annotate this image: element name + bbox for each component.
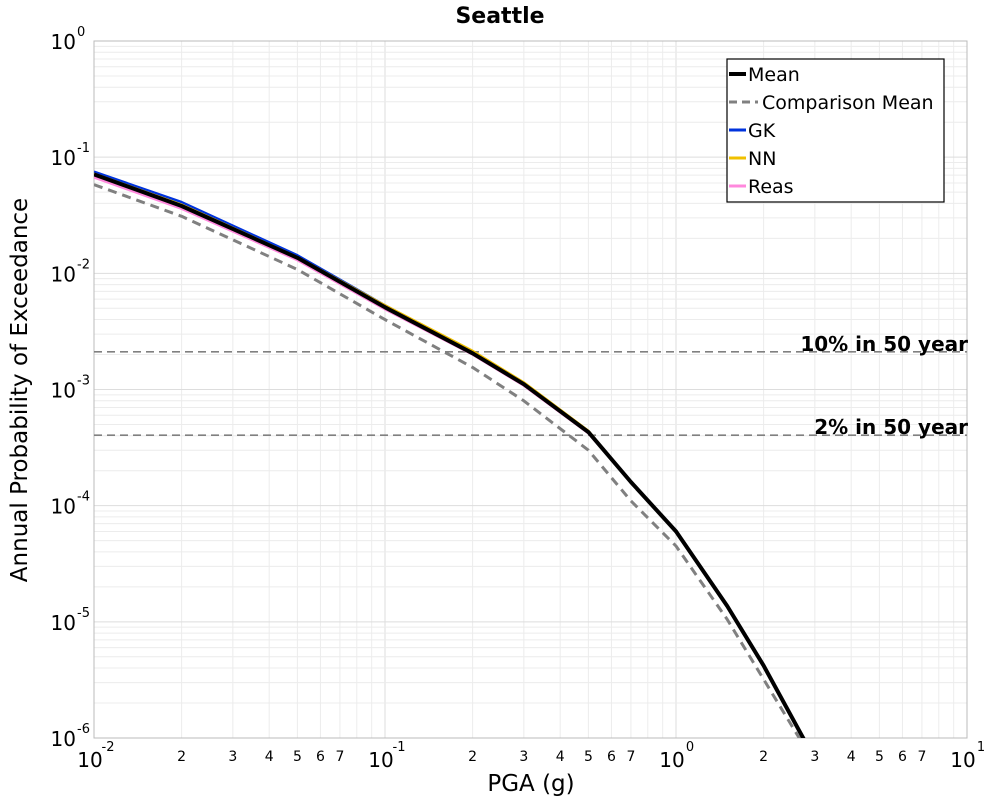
- reference-lines: 10% in 50 year 2% in 50 year: [94, 332, 968, 439]
- x-minor-tick-label: 3: [519, 749, 528, 765]
- reference-line-label: 2% in 50 year: [814, 415, 968, 439]
- y-tick-exponent: -3: [77, 374, 90, 389]
- y-tick-label: 10: [51, 262, 76, 286]
- chart-title: Seattle: [455, 4, 544, 29]
- y-tick-label: 10: [51, 30, 76, 54]
- y-tick-exponent: -6: [77, 722, 90, 737]
- x-minor-tick-label: 7: [626, 749, 635, 765]
- x-minor-tick-label: 4: [265, 749, 274, 765]
- series-line-nn: [94, 172, 805, 738]
- x-axis-label: PGA (g): [487, 771, 574, 797]
- x-minor-tick-label: 5: [875, 749, 884, 765]
- legend-label: GK: [748, 120, 776, 142]
- legend-label: Mean: [748, 64, 800, 86]
- x-minor-tick-label: 4: [847, 749, 856, 765]
- x-minor-tick-label: 2: [468, 749, 477, 765]
- x-minor-tick-label: 5: [293, 749, 302, 765]
- x-minor-tick-label: 7: [917, 749, 926, 765]
- series-line-gk: [94, 170, 805, 738]
- y-tick-exponent: -4: [77, 490, 90, 505]
- legend-label: Comparison Mean: [762, 92, 934, 114]
- y-tick-label: 10: [51, 495, 76, 519]
- plot-frame: [93, 40, 968, 739]
- x-tick-exponent: 0: [686, 740, 694, 755]
- legend: Mean Comparison Mean GK NN Reas: [726, 58, 945, 203]
- x-tick-label: 10: [368, 748, 393, 772]
- y-tick-label: 10: [51, 611, 76, 635]
- x-minor-tick-label: 3: [810, 749, 819, 765]
- x-minor-tick-label: 6: [898, 749, 907, 765]
- x-tick-label: 10: [77, 748, 102, 772]
- y-tick-exponent: -2: [77, 257, 90, 272]
- y-tick-label: 10: [51, 727, 76, 751]
- x-tick-exponent: -1: [393, 740, 406, 755]
- series-line-reas: [94, 176, 805, 738]
- x-minor-tick-label: 2: [759, 749, 768, 765]
- legend-label: Reas: [748, 176, 794, 198]
- series-line-mean: [94, 172, 806, 738]
- x-minor-tick-label: 6: [607, 749, 616, 765]
- x-tick-label: 10: [659, 748, 684, 772]
- x-tick-exponent: 1: [977, 740, 985, 755]
- legend-box: [726, 58, 945, 203]
- y-axis-label: Annual Probability of Exceedance: [7, 198, 33, 582]
- x-minor-tick-label: 3: [228, 749, 237, 765]
- x-minor-tick-label: 5: [584, 749, 593, 765]
- x-tick-exponent: -2: [102, 740, 115, 755]
- series-line-comparison-mean: [94, 183, 801, 738]
- x-tick-label: 10: [950, 748, 975, 772]
- x-minor-tick-label: 4: [556, 749, 565, 765]
- y-tick-label: 10: [51, 379, 76, 403]
- y-tick-exponent: -1: [77, 141, 90, 156]
- reference-line-label: 10% in 50 year: [800, 332, 968, 356]
- series-lines: [94, 170, 806, 738]
- y-tick-exponent: -5: [77, 606, 90, 621]
- legend-label: NN: [748, 148, 776, 170]
- x-minor-tick-label: 2: [177, 749, 186, 765]
- x-minor-tick-label: 7: [335, 749, 344, 765]
- grid: [94, 41, 967, 738]
- y-tick-label: 10: [51, 146, 76, 170]
- y-tick-exponent: 0: [77, 25, 85, 40]
- x-minor-tick-label: 6: [316, 749, 325, 765]
